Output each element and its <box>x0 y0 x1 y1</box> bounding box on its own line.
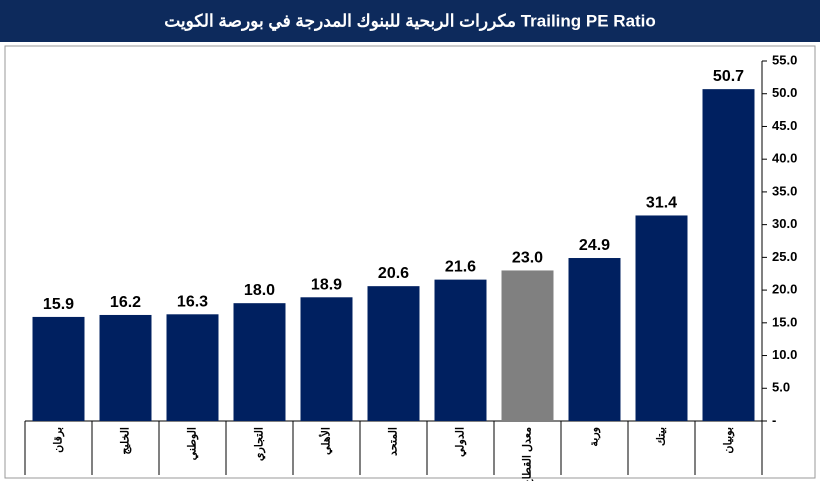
value-label: 24.9 <box>579 237 610 254</box>
x-tick-label: بوبيان <box>722 427 734 454</box>
y-tick-label: 45.0 <box>772 118 797 133</box>
y-tick-label: 30.0 <box>772 216 797 231</box>
y-tick-label: 55.0 <box>772 52 797 67</box>
bar <box>99 314 152 421</box>
bar <box>367 286 420 421</box>
y-tick-label: 20.0 <box>772 282 797 297</box>
value-label: 16.3 <box>177 293 208 310</box>
x-tick-label: الوطني <box>186 427 199 460</box>
value-label: 20.6 <box>378 265 409 282</box>
bar <box>434 279 487 421</box>
y-tick-label: 25.0 <box>772 249 797 264</box>
y-tick-label: 40.0 <box>772 151 797 166</box>
value-label: 23.0 <box>512 249 543 266</box>
bar <box>166 314 219 421</box>
chart-title: مكررات الربحية للبنوك المدرجة في بورصة ا… <box>164 11 656 31</box>
bar <box>702 89 755 422</box>
value-label: 50.7 <box>713 68 744 85</box>
value-label: 18.9 <box>311 276 342 293</box>
y-tick-label: 10.0 <box>772 347 797 362</box>
bar <box>635 215 688 421</box>
value-label: 16.2 <box>110 294 141 311</box>
x-tick-label: المتحد <box>387 427 399 456</box>
chart-frame <box>4 45 816 479</box>
value-label: 15.9 <box>43 296 74 313</box>
y-tick-label: 50.0 <box>772 85 797 100</box>
bar <box>300 297 353 421</box>
x-tick-label: الدولي <box>454 427 467 457</box>
bar <box>501 270 554 421</box>
value-label: 21.6 <box>445 259 476 276</box>
value-label: 31.4 <box>646 194 677 211</box>
x-tick-label: معدل القطاع <box>521 427 533 481</box>
y-tick-label: 35.0 <box>772 183 797 198</box>
bar <box>233 303 286 421</box>
x-tick-label: الخليج <box>119 427 131 455</box>
value-label: 18.0 <box>244 282 275 299</box>
x-tick-label: الأهلي <box>318 427 333 455</box>
x-tick-label: التجاري <box>253 427 266 461</box>
bar <box>32 316 85 421</box>
x-tick-label: برقان <box>52 427 64 453</box>
x-tick-label: بيتك <box>655 427 667 446</box>
title-banner <box>0 0 820 42</box>
y-tick-label: 15.0 <box>772 314 797 329</box>
x-tick-label: وربة <box>588 427 600 447</box>
y-tick-label: 5.0 <box>772 380 790 395</box>
y-tick-label: - <box>772 412 776 427</box>
bar <box>568 258 621 421</box>
